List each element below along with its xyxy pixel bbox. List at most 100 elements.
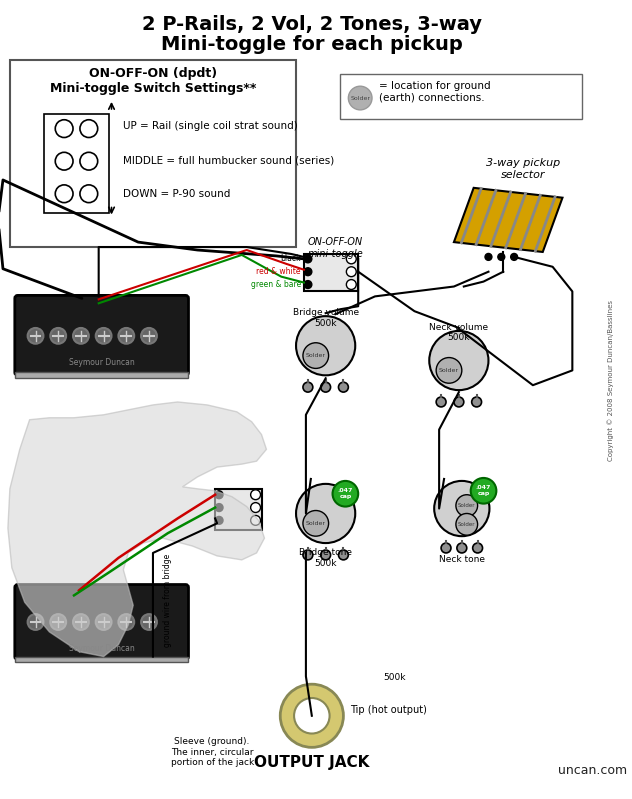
Circle shape (51, 328, 66, 344)
Circle shape (339, 382, 348, 392)
Circle shape (429, 331, 489, 390)
Text: Solder: Solder (458, 503, 475, 508)
Text: Solder: Solder (439, 368, 459, 373)
Circle shape (436, 397, 446, 407)
Text: Seymour Duncan: Seymour Duncan (69, 358, 135, 367)
Text: black: black (281, 254, 301, 264)
Circle shape (141, 328, 157, 344)
Text: 2 P-Rails, 2 Vol, 2 Tones, 3-way: 2 P-Rails, 2 Vol, 2 Tones, 3-way (142, 15, 482, 34)
Circle shape (51, 614, 66, 630)
Circle shape (339, 550, 348, 560)
Circle shape (436, 358, 462, 384)
Text: ON-OFF-ON (dpdt): ON-OFF-ON (dpdt) (89, 67, 217, 81)
Text: Seymour Duncan: Seymour Duncan (69, 644, 135, 653)
Bar (304, 254, 358, 292)
Circle shape (441, 543, 451, 553)
Circle shape (473, 543, 483, 553)
Circle shape (95, 614, 111, 630)
Circle shape (251, 490, 260, 499)
Text: uncan.com: uncan.com (557, 764, 627, 777)
Circle shape (332, 481, 358, 507)
Text: Sleeve (ground).
The inner, circular
portion of the jack: Sleeve (ground). The inner, circular por… (171, 737, 254, 767)
Text: Solder: Solder (350, 96, 370, 101)
Circle shape (457, 543, 467, 553)
Circle shape (320, 550, 331, 560)
Circle shape (296, 316, 355, 376)
Text: DOWN = P-90 sound: DOWN = P-90 sound (123, 189, 231, 199)
Text: Mini-toggle for each pickup: Mini-toggle for each pickup (161, 35, 463, 54)
Circle shape (303, 382, 313, 392)
Circle shape (485, 253, 492, 260)
Text: ON-OFF-ON
mini-toggle: ON-OFF-ON mini-toggle (308, 237, 363, 259)
Circle shape (456, 514, 478, 535)
Circle shape (73, 328, 89, 344)
Circle shape (346, 280, 356, 289)
FancyBboxPatch shape (10, 60, 296, 247)
Text: 500k: 500k (383, 673, 405, 682)
Circle shape (215, 491, 223, 499)
Circle shape (251, 503, 260, 512)
FancyBboxPatch shape (341, 74, 582, 119)
Text: Bridge volume
500k: Bridge volume 500k (293, 308, 359, 328)
FancyBboxPatch shape (15, 296, 188, 376)
Bar (215, 489, 262, 531)
Text: Solder: Solder (458, 522, 475, 527)
Text: Tip (hot output): Tip (hot output) (350, 705, 427, 715)
Circle shape (55, 185, 73, 203)
Circle shape (215, 503, 223, 511)
Text: Solder: Solder (306, 521, 325, 526)
Circle shape (304, 268, 312, 276)
Circle shape (303, 343, 329, 368)
Text: MIDDLE = full humbucker sound (series): MIDDLE = full humbucker sound (series) (123, 155, 334, 165)
Polygon shape (8, 402, 267, 657)
Text: Solder: Solder (306, 353, 325, 358)
Text: .047
cap: .047 cap (476, 485, 491, 496)
Text: OUTPUT JACK: OUTPUT JACK (254, 755, 370, 770)
Text: .047
cap: .047 cap (337, 488, 353, 499)
Circle shape (346, 267, 356, 276)
Bar (15, 657, 188, 662)
Circle shape (454, 397, 464, 407)
Text: Bridge tone
500k: Bridge tone 500k (299, 548, 352, 568)
Text: Neck tone: Neck tone (439, 555, 485, 564)
Circle shape (294, 698, 330, 733)
Circle shape (434, 481, 489, 536)
Circle shape (304, 280, 312, 288)
Circle shape (28, 328, 44, 344)
Circle shape (296, 484, 355, 543)
Circle shape (471, 397, 482, 407)
Circle shape (251, 515, 260, 525)
Text: red & white: red & white (257, 267, 301, 276)
Circle shape (456, 495, 478, 516)
Circle shape (28, 614, 44, 630)
Circle shape (303, 550, 313, 560)
Text: = location for ground
(earth) connections.: = location for ground (earth) connection… (379, 81, 490, 103)
Circle shape (303, 511, 329, 536)
Circle shape (320, 382, 331, 392)
Circle shape (55, 120, 73, 137)
FancyBboxPatch shape (15, 585, 188, 659)
Circle shape (348, 86, 372, 110)
Circle shape (118, 328, 134, 344)
Circle shape (80, 153, 98, 170)
Circle shape (80, 185, 98, 203)
Circle shape (304, 255, 312, 263)
Circle shape (511, 253, 518, 260)
Circle shape (95, 328, 111, 344)
Circle shape (55, 153, 73, 170)
Circle shape (141, 614, 157, 630)
Text: UP = Rail (single coil strat sound): UP = Rail (single coil strat sound) (123, 121, 298, 131)
Text: 3-way pickup
selector: 3-way pickup selector (486, 158, 560, 180)
Text: Mini-toggle Switch Settings**: Mini-toggle Switch Settings** (50, 82, 256, 95)
Bar (44, 113, 109, 213)
Circle shape (471, 478, 496, 503)
Circle shape (73, 614, 89, 630)
Circle shape (118, 614, 134, 630)
Circle shape (280, 684, 343, 747)
Circle shape (346, 254, 356, 264)
Circle shape (80, 120, 98, 137)
Circle shape (498, 253, 505, 260)
Polygon shape (454, 188, 562, 252)
Text: green & bare: green & bare (251, 280, 301, 289)
Bar (15, 372, 188, 378)
